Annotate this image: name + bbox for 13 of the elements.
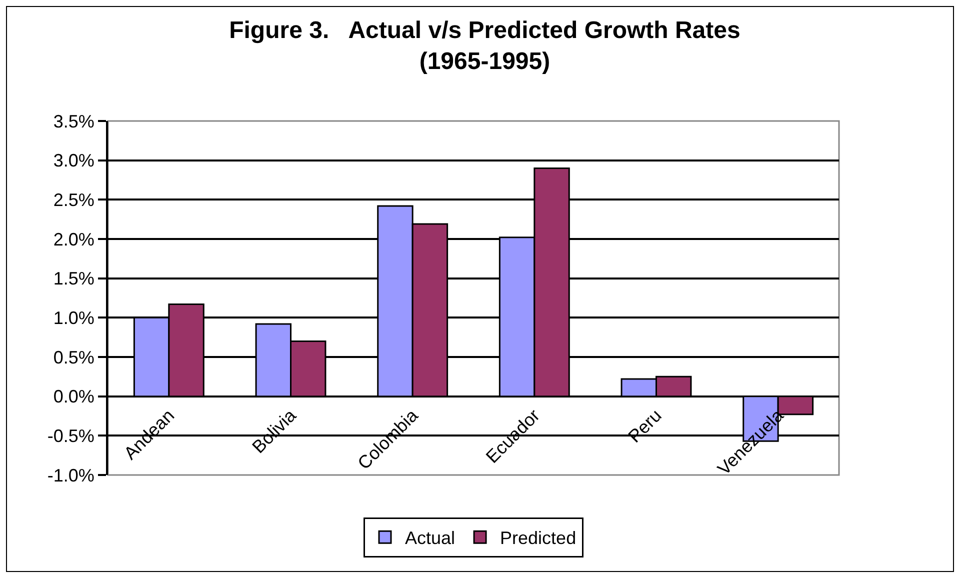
y-tick-label: -0.5% — [47, 426, 94, 446]
y-tick-label: 3.0% — [53, 150, 94, 171]
y-tick-label: 0.0% — [53, 386, 94, 407]
legend-label: Actual — [405, 528, 456, 548]
y-tick-label: 1.5% — [53, 268, 94, 289]
y-tick-label: 3.5% — [53, 111, 94, 132]
y-tick-label: -1.0% — [47, 465, 94, 486]
legend-label: Predicted — [500, 528, 576, 548]
y-tick-label: 2.0% — [53, 229, 94, 250]
chart-title: Figure 3. Actual v/s Predicted Growth Rates (1965-1995) — [229, 16, 740, 76]
y-tick-label: 0.5% — [53, 347, 94, 368]
y-tick-label: 2.5% — [53, 190, 94, 210]
y-tick-label: 1.0% — [53, 308, 94, 328]
